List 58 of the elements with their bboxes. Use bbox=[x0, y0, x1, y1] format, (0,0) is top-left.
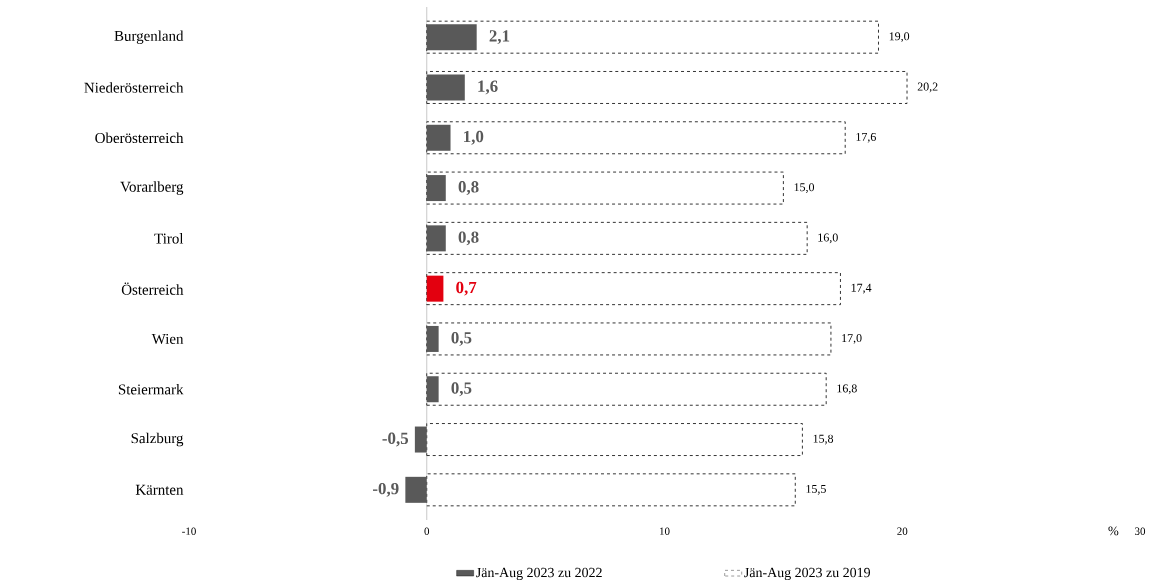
data-label: 16,8 bbox=[837, 384, 857, 395]
y-tick-label: Salzburg bbox=[131, 432, 184, 447]
data-label: -0,5 bbox=[382, 432, 409, 447]
data-label: 20,2 bbox=[917, 82, 938, 93]
bar bbox=[426, 74, 465, 101]
data-label: 15,0 bbox=[794, 183, 815, 193]
x-tick-label: 20 bbox=[897, 527, 908, 535]
bar bbox=[426, 325, 439, 352]
data-label: 19,0 bbox=[889, 32, 910, 43]
x-tick-label: 10 bbox=[660, 527, 670, 535]
bar bbox=[426, 221, 808, 255]
data-label: -0,9 bbox=[372, 482, 399, 497]
data-label: 0,5 bbox=[451, 332, 472, 346]
x-axis-title: % bbox=[1108, 526, 1119, 536]
y-tick-label: Österreich bbox=[121, 282, 184, 295]
y-tick-label: Wien bbox=[151, 333, 184, 344]
bar bbox=[426, 124, 451, 151]
bar bbox=[426, 376, 439, 403]
data-label: 0,5 bbox=[451, 382, 472, 397]
bar bbox=[426, 71, 908, 104]
bar bbox=[426, 175, 446, 202]
data-label: 0,8 bbox=[458, 231, 479, 246]
bar bbox=[426, 20, 879, 54]
x-tick-label: 0 bbox=[424, 527, 430, 535]
y-tick-label: Vorarlberg bbox=[120, 181, 184, 195]
bar bbox=[426, 272, 841, 306]
data-label: 16,0 bbox=[818, 233, 838, 244]
y-tick-label: Burgenland bbox=[114, 30, 184, 44]
y-tick-label: Kärnten bbox=[135, 484, 184, 495]
y-tick-label: Steiermark bbox=[118, 383, 184, 395]
data-label: 0,7 bbox=[456, 281, 477, 296]
data-label: 1,6 bbox=[478, 80, 498, 95]
bar bbox=[414, 426, 427, 453]
bar bbox=[426, 372, 827, 406]
y-tick-label: Oberösterreich bbox=[95, 132, 184, 144]
data-label: 15,5 bbox=[806, 484, 826, 495]
y-tick-label: Niederösterreich bbox=[84, 82, 184, 93]
bar bbox=[426, 322, 832, 356]
x-tick-label: -10 bbox=[182, 527, 196, 535]
legend-label: Jän-Aug 2023 zu 2022 bbox=[476, 567, 602, 581]
bar bbox=[405, 476, 427, 503]
bar bbox=[426, 275, 444, 302]
x-tick-label: 30 bbox=[1135, 527, 1146, 535]
data-label: 17,4 bbox=[851, 283, 872, 294]
data-label: 15,8 bbox=[813, 434, 834, 445]
bar bbox=[426, 24, 477, 51]
data-label: 2,1 bbox=[489, 30, 510, 45]
bar bbox=[426, 473, 796, 507]
bar bbox=[426, 225, 446, 252]
bar bbox=[426, 121, 846, 155]
data-label: 17,0 bbox=[842, 334, 862, 344]
bar bbox=[426, 171, 784, 205]
bar bbox=[426, 423, 803, 456]
data-label: 1,0 bbox=[464, 130, 484, 145]
data-label: 17,6 bbox=[856, 132, 876, 143]
y-tick-label: Tirol bbox=[154, 233, 184, 244]
data-label: 0,8 bbox=[458, 181, 479, 196]
legend-label: Jän-Aug 2023 zu 2019 bbox=[744, 567, 871, 581]
